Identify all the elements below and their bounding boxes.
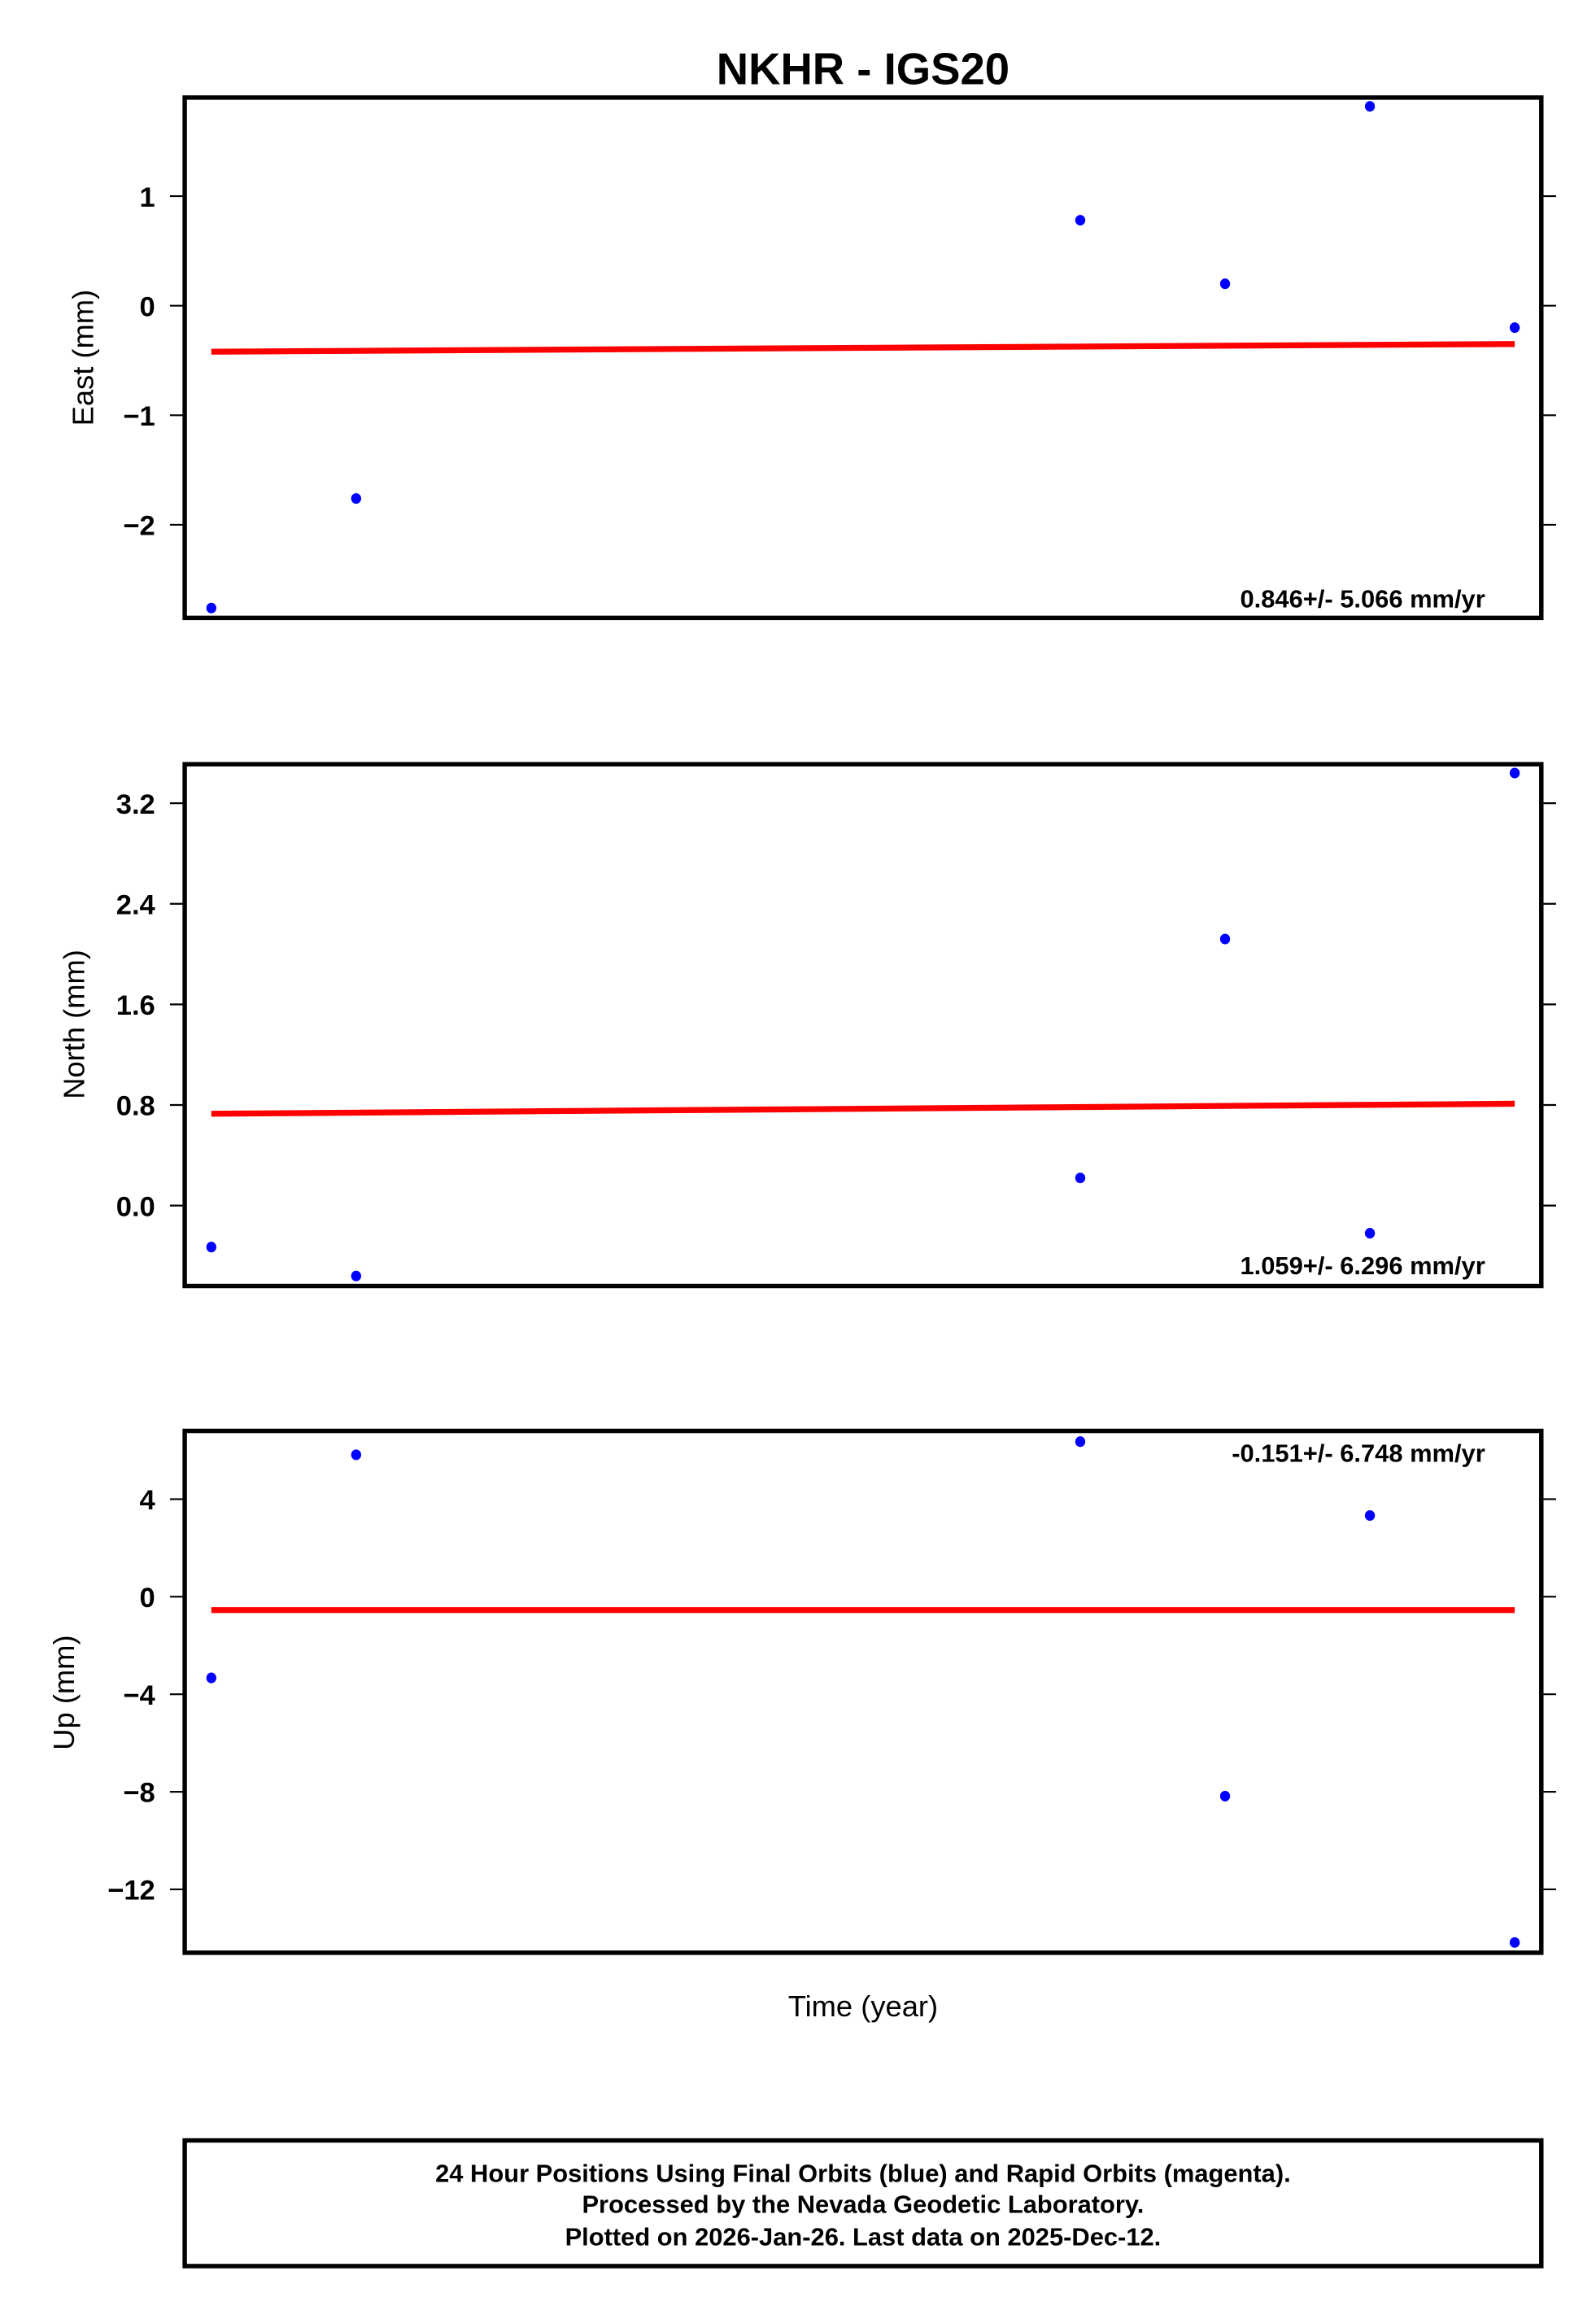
- up-rate-annotation: -0.151+/- 6.748 mm/yr: [1232, 1439, 1485, 1468]
- east-panel: 1 0 −1 −2 East (mm) 0.846+/- 5.066 mm/yr: [66, 95, 1556, 621]
- up-y-tick-label: −8: [123, 1778, 155, 1809]
- up-data-point: [1509, 1937, 1520, 1948]
- up-data-point: [1075, 1436, 1086, 1448]
- east-data-point: [351, 493, 361, 504]
- up-y-tick-label: 4: [140, 1485, 155, 1516]
- north-y-ticks: 3.2 2.4 1.6 0.8 0.0: [116, 789, 1556, 1222]
- east-data-point: [206, 602, 216, 614]
- north-y-tick-label: 0.8: [116, 1091, 155, 1122]
- east-y-tick-label: 1: [140, 182, 155, 213]
- north-trend-line: [211, 1100, 1515, 1117]
- east-trend-line: [211, 341, 1515, 355]
- north-data-point: [1075, 1173, 1086, 1184]
- east-fit-line: [211, 341, 1515, 355]
- north-data-point: [1219, 933, 1231, 945]
- up-y-axis-label: Up (mm): [47, 1635, 81, 1749]
- up-panel: 4 0 −4 −8 −12 Up (mm) -0.151+/- 6.748 mm/yr: [47, 1428, 1556, 1955]
- figure-title: NKHR - IGS20: [717, 45, 1009, 94]
- north-data-point: [351, 1270, 361, 1282]
- north-data-point: [206, 1242, 216, 1253]
- up-data-point: [1219, 1790, 1231, 1802]
- north-plot-frame: [182, 762, 1544, 1289]
- footer-line-processed-by: Processed by the Nevada Geodetic Laborat…: [582, 2190, 1144, 2219]
- up-plot-frame: [182, 1428, 1544, 1955]
- north-rate-annotation: 1.059+/- 6.296 mm/yr: [1240, 1251, 1485, 1280]
- north-y-tick-label: 2.4: [116, 889, 155, 920]
- up-data-point: [351, 1449, 361, 1461]
- north-data-point: [1364, 1228, 1376, 1239]
- east-data-point: [1364, 101, 1376, 112]
- x-axis-label: Time (year): [788, 1989, 938, 2023]
- east-data-point: [1219, 278, 1231, 290]
- north-y-tick-label: 3.2: [116, 789, 155, 820]
- east-data-point: [1075, 215, 1086, 226]
- east-plot-frame: [182, 95, 1544, 621]
- footer-box: 24 Hour Positions Using Final Orbits (bl…: [182, 2138, 1544, 2269]
- north-y-tick-label: 1.6: [116, 990, 155, 1021]
- footer-line-plot-dates: Plotted on 2026-Jan-26. Last data on 202…: [565, 2223, 1162, 2251]
- north-y-axis-label: North (mm): [58, 950, 91, 1099]
- up-y-tick-label: −12: [107, 1876, 155, 1906]
- east-y-tick-label: −1: [123, 401, 155, 432]
- east-y-tick-label: 0: [140, 291, 155, 322]
- north-panel: 3.2 2.4 1.6 0.8 0.0 North (mm) 1.059+/- 6.29…: [58, 762, 1556, 1289]
- up-y-tick-label: −4: [123, 1680, 155, 1711]
- north-data-points: [206, 767, 1520, 1282]
- east-rate-annotation: 0.846+/- 5.066 mm/yr: [1240, 585, 1485, 614]
- east-data-points: [206, 101, 1520, 614]
- north-fit-line: [211, 1100, 1515, 1117]
- up-y-ticks: 4 0 −4 −8 −12: [107, 1485, 1556, 1906]
- east-y-axis-label: East (mm): [66, 290, 99, 426]
- footer-frame: [182, 2138, 1544, 2269]
- east-y-tick-label: −2: [123, 511, 155, 542]
- up-y-tick-label: 0: [140, 1583, 155, 1614]
- up-data-point: [206, 1672, 216, 1684]
- north-data-point: [1509, 767, 1520, 779]
- footer-line-orbits: 24 Hour Positions Using Final Orbits (bl…: [435, 2159, 1291, 2187]
- east-y-ticks: 1 0 −1 −2: [123, 182, 1556, 542]
- up-data-points: [206, 1436, 1520, 1948]
- east-data-point: [1509, 322, 1520, 334]
- north-y-tick-label: 0.0: [116, 1191, 155, 1222]
- up-data-point: [1364, 1509, 1376, 1522]
